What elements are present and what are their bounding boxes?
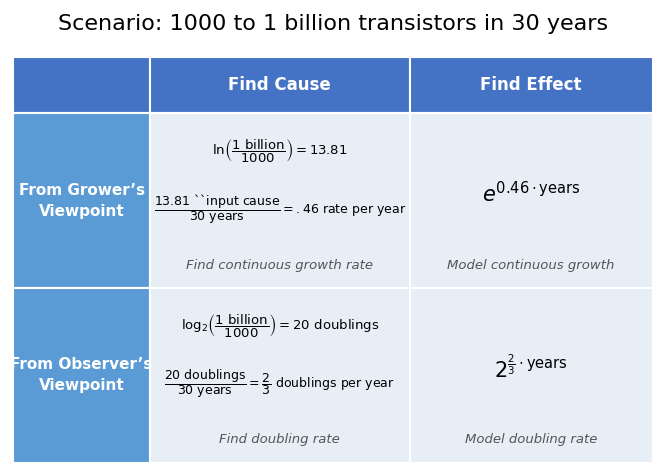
Text: Find Effect: Find Effect: [480, 76, 582, 94]
FancyBboxPatch shape: [150, 113, 410, 288]
FancyBboxPatch shape: [150, 57, 410, 113]
FancyBboxPatch shape: [410, 57, 653, 113]
FancyBboxPatch shape: [410, 288, 653, 463]
Text: $e^{0.46\cdot\mathrm{years}}$: $e^{0.46\cdot\mathrm{years}}$: [482, 181, 580, 206]
Text: Model continuous growth: Model continuous growth: [448, 259, 615, 272]
Text: Scenario: 1000 to 1 billion transistors in 30 years: Scenario: 1000 to 1 billion transistors …: [58, 14, 608, 34]
FancyBboxPatch shape: [13, 57, 150, 113]
Text: Model doubling rate: Model doubling rate: [465, 433, 597, 447]
Text: From Grower’s
Viewpoint: From Grower’s Viewpoint: [19, 183, 145, 219]
Text: Find doubling rate: Find doubling rate: [219, 433, 340, 447]
FancyBboxPatch shape: [13, 113, 150, 288]
Text: Find continuous growth rate: Find continuous growth rate: [186, 259, 373, 272]
FancyBboxPatch shape: [410, 113, 653, 288]
FancyBboxPatch shape: [150, 288, 410, 463]
Text: $\ln\!\left(\dfrac{\mathrm{1\ billion}}{1000}\right) = 13.81$: $\ln\!\left(\dfrac{\mathrm{1\ billion}}{…: [212, 138, 348, 165]
Text: $\log_2\!\left(\dfrac{\mathrm{1\ billion}}{1000}\right) = 20\ \mathrm{doublings}: $\log_2\!\left(\dfrac{\mathrm{1\ billion…: [180, 313, 379, 340]
Text: From Observer’s
Viewpoint: From Observer’s Viewpoint: [11, 357, 153, 393]
FancyBboxPatch shape: [13, 288, 150, 463]
Text: $\dfrac{13.81\ \text{``input cause}}{30\ \mathrm{years}} = .46\ \mathrm{rate\ pe: $\dfrac{13.81\ \text{``input cause}}{30\…: [154, 193, 406, 226]
Text: $2^{\frac{2}{3}\cdot\mathrm{years}}$: $2^{\frac{2}{3}\cdot\mathrm{years}}$: [494, 354, 568, 382]
Text: Find Cause: Find Cause: [228, 76, 331, 94]
Text: $\dfrac{20\ \mathrm{doublings}}{30\ \mathrm{years}} = \dfrac{2}{3}\ \mathrm{doub: $\dfrac{20\ \mathrm{doublings}}{30\ \mat…: [165, 368, 395, 400]
